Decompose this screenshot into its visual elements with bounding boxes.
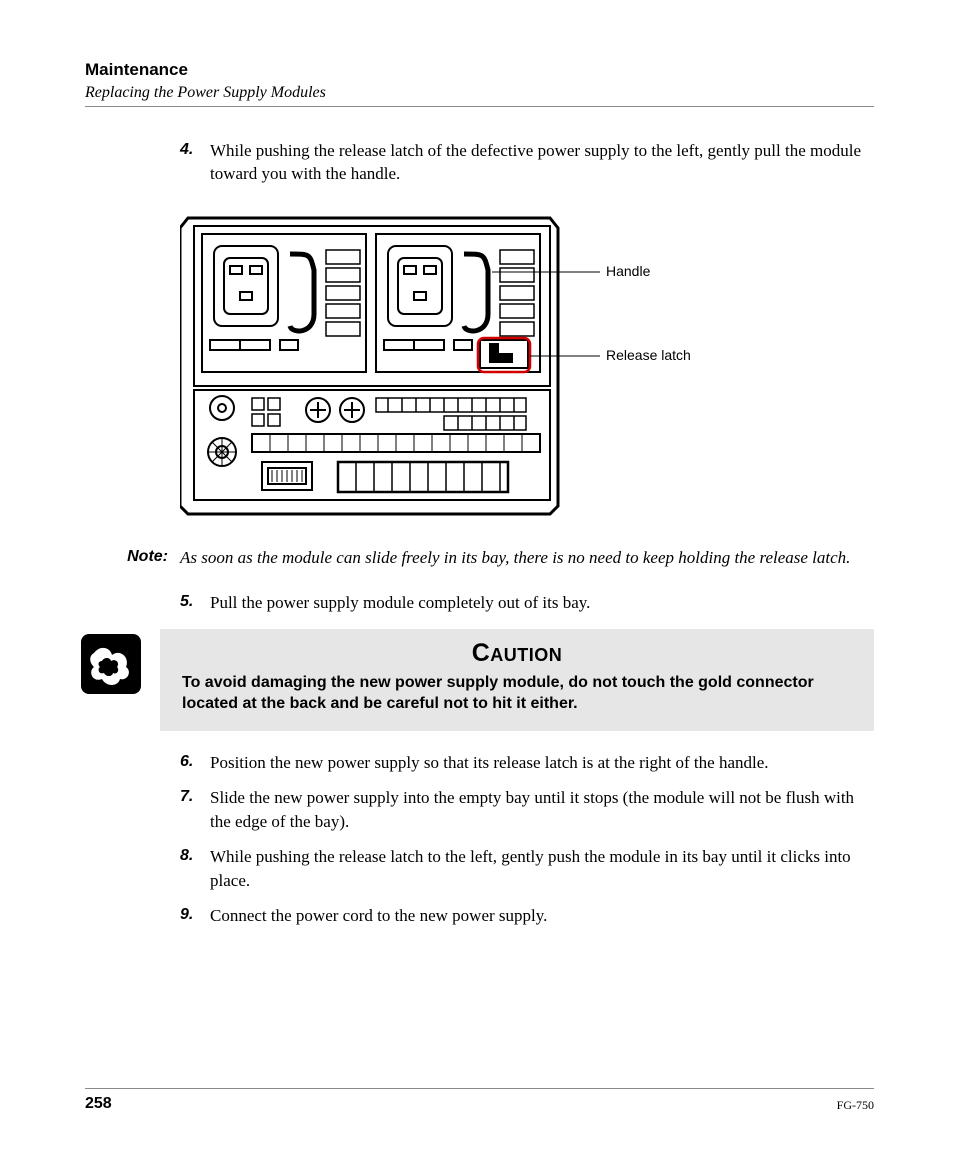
step-item: 7. Slide the new power supply into the e… <box>180 786 874 833</box>
step-text: While pushing the release latch of the d… <box>210 139 874 186</box>
caution-title: Caution <box>182 639 852 668</box>
step-item: 6. Position the new power supply so that… <box>180 751 874 774</box>
step-number: 8. <box>180 845 210 892</box>
caution-block: Caution To avoid damaging the new power … <box>80 629 874 731</box>
step-number: 9. <box>180 904 210 927</box>
section-title: Replacing the Power Supply Modules <box>85 84 874 102</box>
page-footer: 258 FG-750 <box>85 1088 874 1113</box>
step-text: Pull the power supply module completely … <box>210 591 874 614</box>
step-text: While pushing the release latch to the l… <box>210 845 874 892</box>
callout-release-latch: Release latch <box>606 347 691 363</box>
note-block: Note: As soon as the module can slide fr… <box>85 546 874 569</box>
step-item: 8. While pushing the release latch to th… <box>180 845 874 892</box>
device-illustration: Handle Release latch <box>180 206 700 516</box>
step-number: 5. <box>180 591 210 614</box>
step-item: 9. Connect the power cord to the new pow… <box>180 904 874 927</box>
page-number: 258 <box>85 1095 112 1113</box>
content-body-3: 6. Position the new power supply so that… <box>180 751 874 928</box>
step-item: 4. While pushing the release latch of th… <box>180 139 874 186</box>
caution-panel: Caution To avoid damaging the new power … <box>160 629 874 731</box>
note-label: Note: <box>110 546 180 569</box>
figure: Handle Release latch <box>180 206 874 516</box>
content-body: 4. While pushing the release latch of th… <box>180 139 874 516</box>
step-text: Connect the power cord to the new power … <box>210 904 874 927</box>
page-header: Maintenance Replacing the Power Supply M… <box>85 60 874 107</box>
caution-body: To avoid damaging the new power supply m… <box>182 672 852 715</box>
step-text: Position the new power supply so that it… <box>210 751 874 774</box>
document-id: FG-750 <box>837 1098 874 1113</box>
content-body-2: 5. Pull the power supply module complete… <box>180 591 874 614</box>
note-body: As soon as the module can slide freely i… <box>180 546 874 569</box>
header-rule <box>85 106 874 107</box>
step-number: 6. <box>180 751 210 774</box>
step-number: 7. <box>180 786 210 833</box>
caution-icon <box>80 633 142 695</box>
step-number: 4. <box>180 139 210 186</box>
step-item: 5. Pull the power supply module complete… <box>180 591 874 614</box>
step-text: Slide the new power supply into the empt… <box>210 786 874 833</box>
callout-handle: Handle <box>606 263 651 279</box>
chapter-title: Maintenance <box>85 60 874 80</box>
